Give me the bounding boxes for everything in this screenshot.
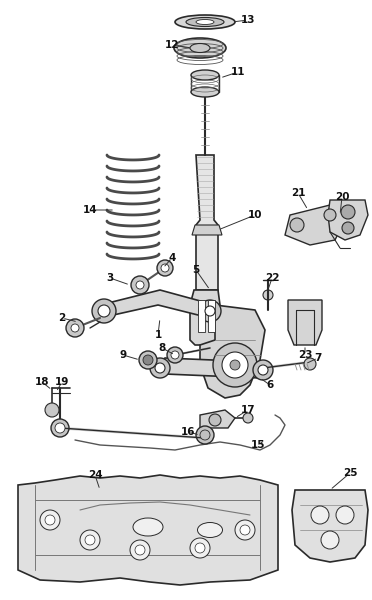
Text: 16: 16 bbox=[181, 427, 195, 437]
Circle shape bbox=[98, 305, 110, 317]
Circle shape bbox=[161, 264, 169, 272]
Text: 6: 6 bbox=[266, 380, 274, 390]
Circle shape bbox=[155, 363, 165, 373]
Circle shape bbox=[336, 506, 354, 524]
Text: 13: 13 bbox=[241, 15, 255, 25]
Polygon shape bbox=[292, 490, 368, 562]
Ellipse shape bbox=[174, 38, 226, 58]
Circle shape bbox=[143, 355, 153, 365]
Circle shape bbox=[51, 419, 69, 437]
Circle shape bbox=[311, 506, 329, 524]
Text: 14: 14 bbox=[83, 205, 97, 215]
Text: 19: 19 bbox=[55, 377, 69, 387]
Ellipse shape bbox=[191, 87, 219, 97]
Circle shape bbox=[205, 306, 215, 316]
Circle shape bbox=[222, 352, 248, 378]
Circle shape bbox=[190, 538, 210, 558]
Circle shape bbox=[66, 319, 84, 337]
Polygon shape bbox=[288, 300, 322, 345]
Text: 12: 12 bbox=[165, 40, 179, 50]
Circle shape bbox=[139, 351, 157, 369]
Circle shape bbox=[55, 423, 65, 433]
Circle shape bbox=[167, 347, 183, 363]
Text: 21: 21 bbox=[291, 188, 305, 198]
Text: 2: 2 bbox=[58, 313, 65, 323]
Circle shape bbox=[342, 222, 354, 234]
Text: 9: 9 bbox=[119, 350, 126, 360]
Circle shape bbox=[200, 430, 210, 440]
Ellipse shape bbox=[175, 15, 235, 29]
Circle shape bbox=[230, 360, 240, 370]
Circle shape bbox=[235, 520, 255, 540]
Polygon shape bbox=[200, 305, 265, 398]
Polygon shape bbox=[328, 200, 368, 240]
Circle shape bbox=[85, 535, 95, 545]
Ellipse shape bbox=[133, 518, 163, 536]
Text: 10: 10 bbox=[248, 210, 262, 220]
Circle shape bbox=[45, 515, 55, 525]
Text: 11: 11 bbox=[231, 67, 245, 77]
Circle shape bbox=[304, 358, 316, 370]
Text: 25: 25 bbox=[343, 468, 357, 478]
Polygon shape bbox=[192, 225, 222, 235]
Polygon shape bbox=[196, 155, 218, 290]
Polygon shape bbox=[190, 290, 220, 345]
Text: 8: 8 bbox=[158, 343, 166, 353]
Circle shape bbox=[135, 545, 145, 555]
Circle shape bbox=[258, 365, 268, 375]
Polygon shape bbox=[100, 290, 215, 318]
Ellipse shape bbox=[190, 43, 210, 52]
Text: 5: 5 bbox=[192, 265, 200, 275]
Circle shape bbox=[195, 543, 205, 553]
Circle shape bbox=[324, 209, 336, 221]
Circle shape bbox=[240, 525, 250, 535]
Polygon shape bbox=[200, 410, 235, 428]
Circle shape bbox=[253, 360, 273, 380]
Text: 24: 24 bbox=[88, 470, 102, 480]
Circle shape bbox=[80, 530, 100, 550]
Text: 18: 18 bbox=[35, 377, 49, 387]
Circle shape bbox=[131, 276, 149, 294]
Circle shape bbox=[196, 426, 214, 444]
Ellipse shape bbox=[191, 70, 219, 80]
Circle shape bbox=[136, 281, 144, 289]
Circle shape bbox=[92, 299, 116, 323]
Ellipse shape bbox=[196, 19, 214, 25]
Text: 3: 3 bbox=[106, 273, 113, 283]
Text: 22: 22 bbox=[265, 273, 279, 283]
Text: 1: 1 bbox=[154, 330, 161, 340]
Circle shape bbox=[243, 413, 253, 423]
Polygon shape bbox=[285, 205, 345, 245]
Circle shape bbox=[199, 300, 221, 322]
Circle shape bbox=[130, 540, 150, 560]
Circle shape bbox=[40, 510, 60, 530]
Text: 17: 17 bbox=[241, 405, 255, 415]
Text: 15: 15 bbox=[251, 440, 265, 450]
Circle shape bbox=[157, 260, 173, 276]
Circle shape bbox=[71, 324, 79, 332]
Circle shape bbox=[150, 358, 170, 378]
Circle shape bbox=[213, 343, 257, 387]
Polygon shape bbox=[155, 358, 268, 378]
Polygon shape bbox=[198, 300, 205, 332]
Circle shape bbox=[171, 351, 179, 359]
Ellipse shape bbox=[186, 17, 224, 26]
Text: 20: 20 bbox=[335, 192, 349, 202]
Circle shape bbox=[341, 205, 355, 219]
Text: 7: 7 bbox=[314, 353, 322, 363]
Circle shape bbox=[290, 218, 304, 232]
Circle shape bbox=[321, 531, 339, 549]
Ellipse shape bbox=[198, 523, 222, 538]
Polygon shape bbox=[208, 300, 215, 332]
Circle shape bbox=[45, 403, 59, 417]
Circle shape bbox=[209, 414, 221, 426]
Text: 23: 23 bbox=[298, 350, 312, 360]
Polygon shape bbox=[18, 475, 278, 585]
Text: 4: 4 bbox=[168, 253, 176, 263]
Circle shape bbox=[263, 290, 273, 300]
